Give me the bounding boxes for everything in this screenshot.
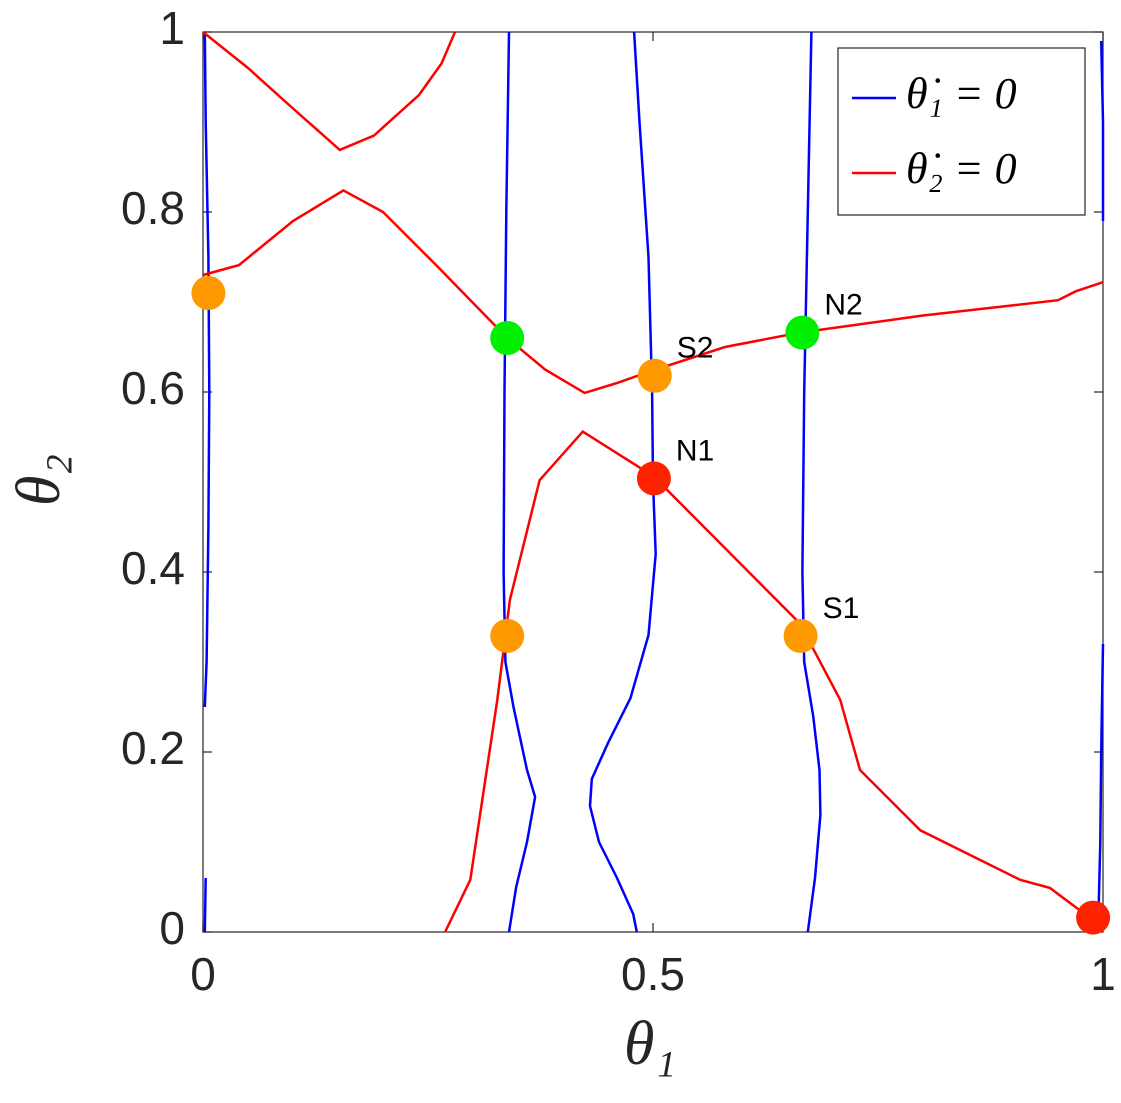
point-label: N2 xyxy=(824,289,862,322)
fixed-point xyxy=(490,321,525,355)
legend-label: θ̇₁ = 0 xyxy=(906,69,1017,118)
point-label: S2 xyxy=(677,332,714,365)
fixed-point xyxy=(1076,900,1111,935)
fixed-point xyxy=(637,358,672,393)
legend-box xyxy=(837,47,1086,216)
x-tick-label: 0 xyxy=(190,948,216,1000)
fixed-point xyxy=(636,461,671,496)
point-label: N1 xyxy=(676,434,714,467)
y-tick-label: 0.8 xyxy=(121,182,185,234)
nullcline xyxy=(202,31,1104,933)
nullcline xyxy=(203,31,1105,933)
x-tick-label: 1 xyxy=(1090,948,1116,1000)
y-tick-label: 0.4 xyxy=(121,542,185,594)
fixed-point xyxy=(191,276,226,310)
y-tick-label: 0.6 xyxy=(121,362,185,414)
legend-label: θ̇₂ = 0 xyxy=(906,144,1017,193)
y-axis-label: θ₂ xyxy=(5,454,73,506)
fixed-point xyxy=(490,618,525,653)
y-tick-label: 0.2 xyxy=(121,722,185,774)
x-axis-label: θ₁ xyxy=(624,1010,676,1078)
y-tick-label: 1 xyxy=(159,2,185,54)
fixed-point xyxy=(783,618,818,653)
y-tick-label: 0 xyxy=(159,902,185,954)
fixed-point xyxy=(785,315,820,350)
point-label: S1 xyxy=(823,592,860,625)
x-tick-label: 0.5 xyxy=(621,948,685,1000)
